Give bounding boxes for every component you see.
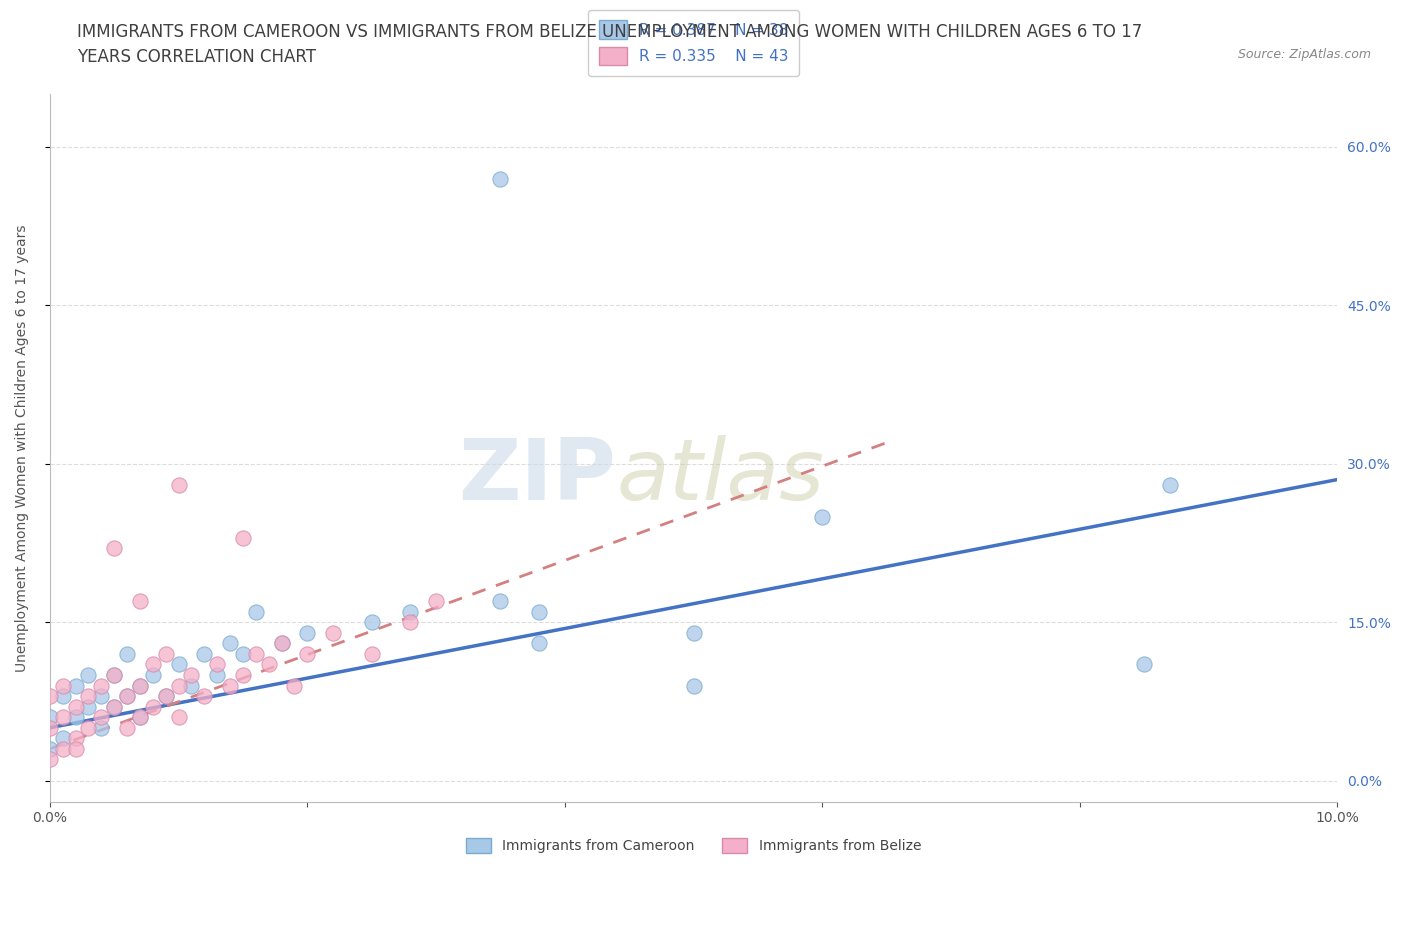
Point — [142, 668, 165, 683]
Point — [297, 646, 319, 661]
Point — [322, 625, 344, 640]
Point — [489, 593, 512, 608]
Point — [90, 721, 112, 736]
Text: YEARS CORRELATION CHART: YEARS CORRELATION CHART — [77, 48, 316, 66]
Point — [527, 636, 550, 651]
Point — [205, 657, 228, 671]
Point — [270, 636, 292, 651]
Point — [257, 657, 280, 671]
Point — [90, 710, 112, 724]
Point — [129, 593, 152, 608]
Point — [232, 668, 254, 683]
Point — [115, 688, 138, 703]
Text: ZIP: ZIP — [458, 434, 616, 518]
Point — [245, 646, 267, 661]
Point — [129, 710, 152, 724]
Legend: Immigrants from Cameroon, Immigrants from Belize: Immigrants from Cameroon, Immigrants fro… — [461, 832, 927, 858]
Point — [52, 678, 75, 693]
Point — [103, 699, 125, 714]
Point — [489, 171, 512, 186]
Point — [65, 710, 87, 724]
Point — [245, 604, 267, 619]
Point — [399, 615, 422, 630]
Point — [65, 741, 87, 756]
Point — [167, 477, 190, 492]
Point — [129, 678, 152, 693]
Point — [115, 721, 138, 736]
Point — [77, 668, 100, 683]
Point — [129, 678, 152, 693]
Point — [38, 721, 60, 736]
Point — [167, 710, 190, 724]
Point — [219, 636, 242, 651]
Text: Source: ZipAtlas.com: Source: ZipAtlas.com — [1237, 48, 1371, 61]
Point — [38, 688, 60, 703]
Point — [52, 741, 75, 756]
Point — [52, 731, 75, 746]
Text: IMMIGRANTS FROM CAMEROON VS IMMIGRANTS FROM BELIZE UNEMPLOYMENT AMONG WOMEN WITH: IMMIGRANTS FROM CAMEROON VS IMMIGRANTS F… — [77, 23, 1143, 41]
Point — [205, 668, 228, 683]
Point — [167, 678, 190, 693]
Point — [527, 604, 550, 619]
Point — [90, 688, 112, 703]
Point — [65, 731, 87, 746]
Point — [1159, 477, 1181, 492]
Point — [180, 678, 202, 693]
Point — [232, 646, 254, 661]
Point — [297, 625, 319, 640]
Point — [38, 741, 60, 756]
Point — [115, 688, 138, 703]
Point — [219, 678, 242, 693]
Point — [193, 646, 215, 661]
Point — [103, 668, 125, 683]
Point — [38, 752, 60, 767]
Point — [65, 699, 87, 714]
Point — [270, 636, 292, 651]
Point — [155, 688, 177, 703]
Point — [142, 657, 165, 671]
Point — [232, 530, 254, 545]
Point — [399, 604, 422, 619]
Y-axis label: Unemployment Among Women with Children Ages 6 to 17 years: Unemployment Among Women with Children A… — [15, 224, 30, 671]
Point — [1133, 657, 1156, 671]
Point — [103, 668, 125, 683]
Point — [52, 710, 75, 724]
Point — [90, 678, 112, 693]
Point — [52, 688, 75, 703]
Text: atlas: atlas — [616, 434, 824, 518]
Point — [180, 668, 202, 683]
Point — [103, 540, 125, 555]
Point — [38, 710, 60, 724]
Point — [811, 509, 834, 524]
Point — [77, 688, 100, 703]
Point — [193, 688, 215, 703]
Point — [155, 688, 177, 703]
Point — [283, 678, 305, 693]
Point — [77, 699, 100, 714]
Point — [360, 646, 382, 661]
Point — [682, 678, 704, 693]
Point — [682, 625, 704, 640]
Point — [77, 721, 100, 736]
Point — [142, 699, 165, 714]
Point — [115, 646, 138, 661]
Point — [425, 593, 447, 608]
Point — [129, 710, 152, 724]
Point — [360, 615, 382, 630]
Point — [103, 699, 125, 714]
Point — [65, 678, 87, 693]
Point — [167, 657, 190, 671]
Point — [155, 646, 177, 661]
